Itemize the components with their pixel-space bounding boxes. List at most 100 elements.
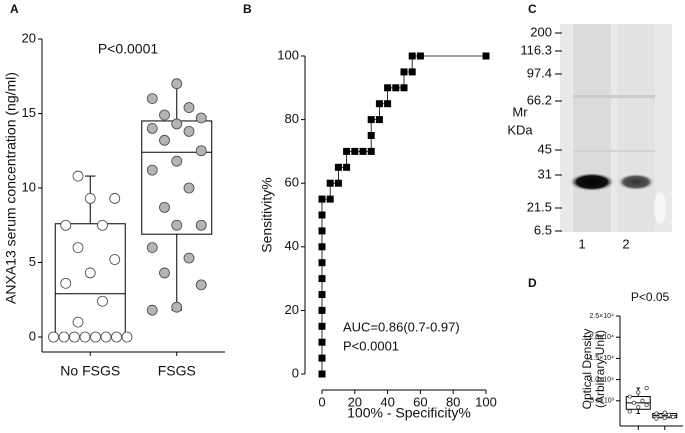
data-point <box>318 275 326 283</box>
data-point <box>171 118 183 130</box>
y-tick-label: 20 <box>285 302 299 317</box>
blot-band <box>573 150 655 152</box>
y-axis-label: (Arbitrary Unit) <box>593 330 607 408</box>
data-point <box>375 100 383 108</box>
data-point <box>318 306 326 314</box>
data-point <box>359 147 367 155</box>
x-tick-label: No FSGS <box>60 363 120 379</box>
data-point <box>183 125 195 137</box>
data-point <box>58 331 70 343</box>
blot-lane <box>573 24 611 232</box>
marker-label: 21.5 <box>527 199 552 214</box>
data-point <box>318 338 326 346</box>
data-point <box>654 411 659 416</box>
data-point <box>384 100 392 108</box>
data-point <box>90 331 101 343</box>
data-point <box>343 163 351 171</box>
unit-label: KDa <box>507 122 533 137</box>
y-tick-label: 0 <box>29 328 36 343</box>
data-point <box>195 112 207 124</box>
data-point <box>627 394 632 399</box>
data-point <box>183 102 195 113</box>
data-point <box>631 400 637 406</box>
annotation: AUC=0.86(0.7-0.97) <box>343 319 460 334</box>
x-tick-label: 100 <box>475 394 497 409</box>
data-point <box>183 252 195 264</box>
annotation: P<0.0001 <box>343 338 399 353</box>
blot-band <box>570 173 614 191</box>
marker-label: 116.3 <box>520 42 552 57</box>
data-point <box>318 243 326 251</box>
data-point <box>183 182 195 194</box>
data-point <box>640 398 645 403</box>
data-point <box>97 219 108 231</box>
data-point <box>671 414 676 420</box>
marker-label: 97.4 <box>527 65 552 80</box>
data-point <box>146 242 158 254</box>
data-point <box>666 412 672 417</box>
data-point <box>171 155 183 167</box>
x-tick-label: 0 <box>318 394 325 409</box>
data-point <box>343 147 351 155</box>
panel-letter: C <box>528 2 537 16</box>
x-axis-label: 100% - Specificity% <box>347 405 471 421</box>
data-point <box>60 219 72 231</box>
data-point <box>375 116 383 124</box>
data-point <box>367 132 375 139</box>
data-point <box>100 331 112 343</box>
y-tick-label: 15 <box>22 105 36 120</box>
data-point <box>408 52 416 60</box>
data-point <box>171 301 183 313</box>
data-point <box>318 259 326 267</box>
data-point <box>318 370 326 378</box>
data-point <box>109 254 121 265</box>
y-tick-label: 10 <box>22 179 36 194</box>
data-point <box>400 84 408 92</box>
blot-lane <box>617 24 655 232</box>
y-tick-label: 0 <box>292 365 299 380</box>
y-tick-label: 1.5×10⁴ <box>589 355 614 362</box>
blot-band <box>618 174 654 190</box>
marker-label: 31 <box>538 166 552 181</box>
data-point <box>334 179 342 187</box>
data-point <box>171 219 183 231</box>
y-tick-label: 20 <box>22 30 36 45</box>
unit-label: Mr <box>512 104 528 119</box>
blot-band <box>573 95 655 98</box>
data-point <box>326 179 334 187</box>
data-point <box>69 331 80 343</box>
y-tick-label: 2.0×10⁴ <box>589 334 614 341</box>
data-point <box>146 304 158 316</box>
y-axis-label: Optical Density <box>580 329 594 410</box>
x-tick-label: FSGS <box>158 363 196 379</box>
panel-letter: B <box>243 2 252 16</box>
data-point <box>146 164 158 176</box>
data-point <box>636 405 641 410</box>
y-tick-label: 5.0×10³ <box>590 398 615 405</box>
data-point <box>318 227 326 235</box>
data-point <box>416 52 424 60</box>
data-point <box>392 84 400 92</box>
data-point <box>654 416 659 421</box>
data-point <box>326 195 334 203</box>
data-point <box>400 68 408 76</box>
x-tick-label: 60 <box>413 394 427 409</box>
data-point <box>146 122 158 134</box>
data-point <box>79 331 91 343</box>
data-point <box>318 354 326 362</box>
lane-label: 2 <box>622 236 629 251</box>
marker-label: 200 <box>530 24 552 39</box>
data-point <box>72 170 84 182</box>
data-point <box>60 277 72 289</box>
x-tick-label: 80 <box>446 394 460 409</box>
data-point <box>146 93 158 104</box>
data-point <box>627 409 632 414</box>
y-tick-label: 5 <box>29 254 36 269</box>
data-point <box>109 193 121 204</box>
data-point <box>195 219 207 231</box>
data-point <box>318 195 326 203</box>
data-point <box>84 193 96 204</box>
data-point <box>351 147 359 155</box>
x-tick-label: 20 <box>348 394 362 409</box>
